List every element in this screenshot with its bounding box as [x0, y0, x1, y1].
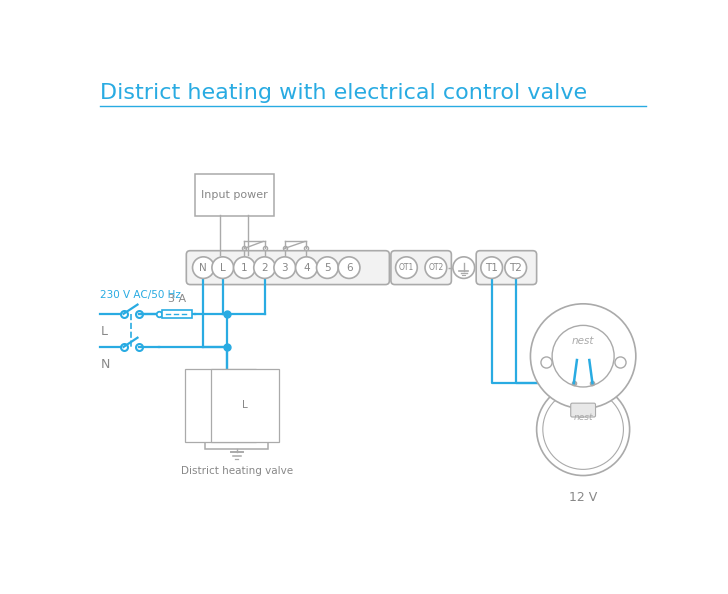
Circle shape: [339, 257, 360, 279]
Circle shape: [234, 257, 256, 279]
Text: OT2: OT2: [428, 263, 443, 272]
Text: nest: nest: [574, 413, 593, 422]
Text: nest: nest: [572, 336, 594, 346]
Circle shape: [552, 326, 614, 387]
Text: 12 V: 12 V: [569, 491, 597, 504]
Text: 1: 1: [241, 263, 248, 273]
Text: OT1: OT1: [399, 263, 414, 272]
Text: 6: 6: [346, 263, 352, 273]
Text: N: N: [100, 358, 110, 371]
Text: 2: 2: [261, 263, 268, 273]
Text: 230 V AC/50 Hz: 230 V AC/50 Hz: [100, 290, 181, 299]
Text: Input power: Input power: [201, 190, 268, 200]
Text: District heating with electrical control valve: District heating with electrical control…: [100, 83, 587, 103]
Circle shape: [254, 257, 275, 279]
Circle shape: [274, 257, 296, 279]
Text: N: N: [216, 400, 224, 410]
Circle shape: [480, 257, 502, 279]
Text: 4: 4: [303, 263, 309, 273]
Text: 3: 3: [282, 263, 288, 273]
Text: L: L: [242, 400, 248, 410]
Circle shape: [453, 257, 475, 279]
FancyBboxPatch shape: [186, 251, 389, 285]
Circle shape: [212, 257, 234, 279]
FancyBboxPatch shape: [476, 251, 537, 285]
Text: 5: 5: [324, 263, 331, 273]
Text: T1: T1: [486, 263, 498, 273]
Text: L: L: [100, 324, 107, 337]
FancyBboxPatch shape: [391, 251, 451, 285]
Text: District heating valve: District heating valve: [181, 466, 293, 476]
Text: 3 A: 3 A: [168, 294, 186, 304]
Circle shape: [505, 257, 526, 279]
Circle shape: [192, 257, 214, 279]
Text: T2: T2: [510, 263, 522, 273]
Circle shape: [317, 257, 339, 279]
FancyBboxPatch shape: [162, 310, 191, 318]
Circle shape: [425, 257, 447, 279]
Circle shape: [296, 257, 317, 279]
Circle shape: [531, 304, 636, 409]
Circle shape: [395, 257, 417, 279]
Text: N: N: [199, 263, 207, 273]
Text: L: L: [220, 263, 226, 273]
Circle shape: [537, 383, 630, 476]
FancyBboxPatch shape: [195, 175, 274, 216]
FancyBboxPatch shape: [571, 403, 596, 417]
Circle shape: [543, 389, 623, 469]
FancyBboxPatch shape: [205, 390, 269, 449]
